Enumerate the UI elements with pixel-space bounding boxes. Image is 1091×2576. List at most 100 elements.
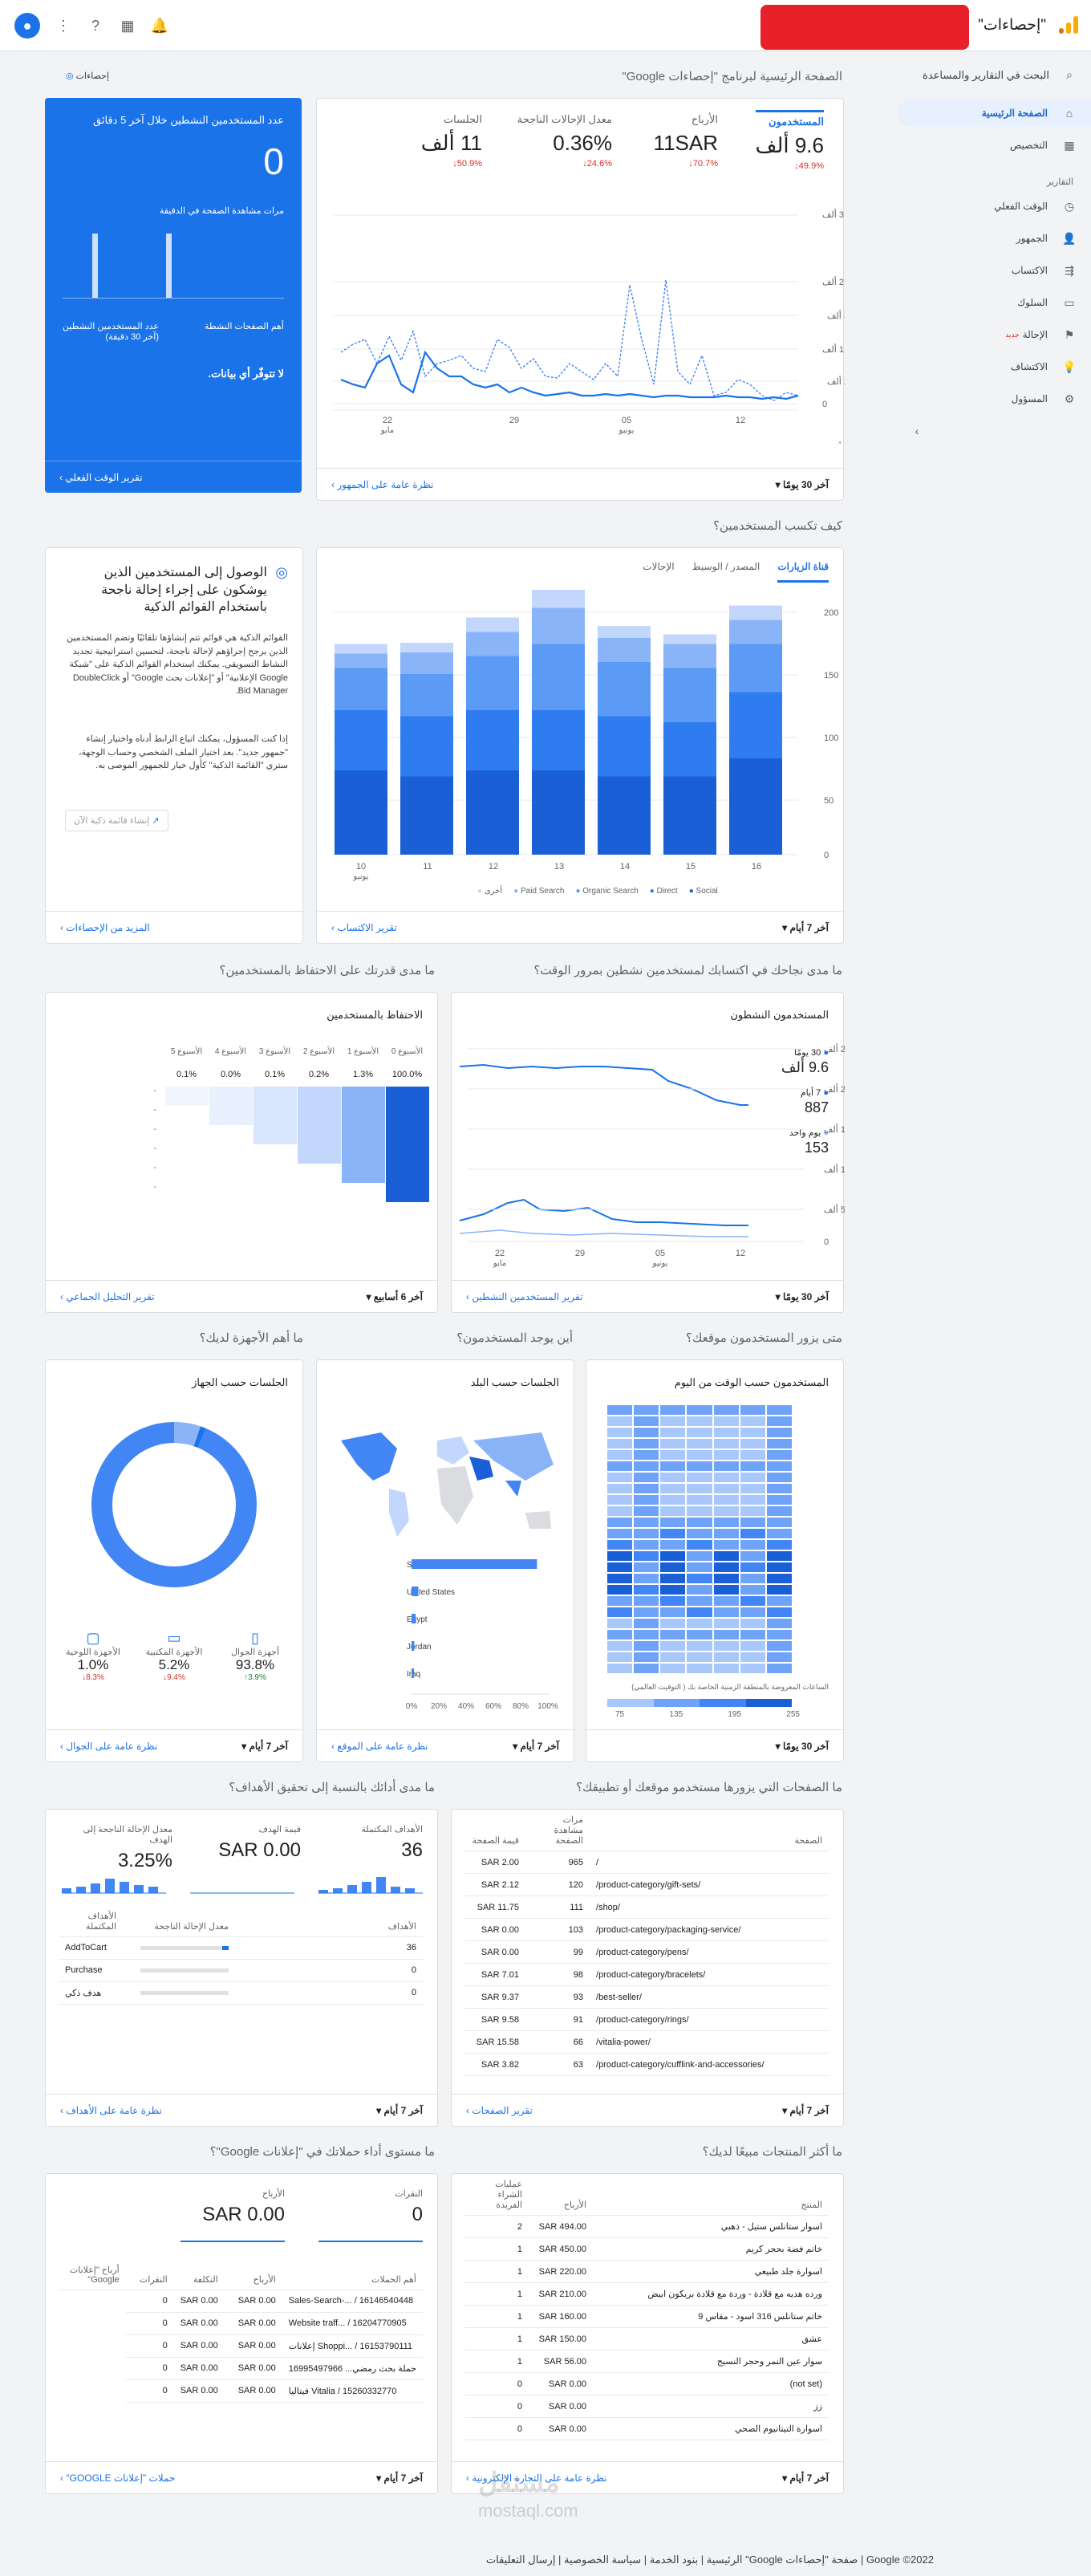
time-of-day-heatmap [607, 1405, 792, 1678]
date-range-selector[interactable]: آخر 30 يومًا ▾ [775, 1291, 829, 1302]
table-row[interactable]: 36 AddToCart [59, 1936, 423, 1960]
metric-revenue[interactable]: الأرباح 11SAR 70.7%↓ [654, 113, 718, 169]
date-range-selector[interactable]: آخر 6 أسابيع ▾ [366, 1291, 424, 1302]
y-tick: 100 [824, 733, 838, 743]
table-row[interactable]: 0 Purchase [59, 1959, 423, 1982]
ads-metric-revenue[interactable]: الأرباح SAR 0.00 [180, 2188, 285, 2242]
sidebar-item-custom[interactable]: ▦ التخصيص [897, 132, 1091, 159]
metric-users[interactable]: المستخدمون 9.6 ألف 49.9%↓ [755, 110, 824, 171]
create-smartlist-button[interactable]: ↗ إنشاء قائمة ذكية الآن [65, 810, 168, 831]
metric-conversion-rate[interactable]: معدل الإحالات الناجحة 0.36% 24.6%↓ [517, 113, 612, 169]
table-row[interactable]: Vitalia / 15260332770 فيتاليا SAR 0.00 SAR… [59, 2379, 423, 2403]
realtime-report-link[interactable]: تقرير الوقت الفعلي › [59, 472, 143, 483]
date-range-selector[interactable]: آخر 30 يومًا ▾ [775, 1741, 829, 1752]
table-row[interactable]: /product-category/cufflink-and-accessori… [464, 2053, 829, 2076]
goal-metric-value[interactable]: قيمة الهدف SAR 0.00 [205, 1824, 301, 1862]
table-row[interactable]: ورده هديه مع قلادة - وردة مع قلادة بريكو… [464, 2282, 829, 2306]
sidebar-item-discover[interactable]: 💡 الاكتشاف [897, 353, 1091, 380]
heatmap-cell [660, 1506, 686, 1516]
table-row[interactable]: اسوارة التيتانيوم الصحي SAR 0.00 0 [464, 2417, 829, 2440]
table-row[interactable]: /product-category/rings/91 SAR 9.58 [464, 2008, 829, 2031]
table-row[interactable]: /product-category/packaging-service/103 S… [464, 1918, 829, 1941]
table-row[interactable]: اسوارة جلد طبيعي SAR 220.00 1 [464, 2260, 829, 2283]
collapse-chevron-icon[interactable]: › [915, 425, 919, 437]
sidebar-item-conversions[interactable]: ⚑ الإحالة جديد [897, 321, 1091, 348]
sidebar-item-audience[interactable]: 👤 الجمهور [897, 225, 1091, 252]
sidebar-search[interactable]: البحث في التقارير والمساعدة [923, 69, 1049, 81]
more-vert-icon[interactable]: ⋮ [56, 17, 71, 34]
date-range-selector[interactable]: آخر 7 أيام ▾ [513, 1741, 559, 1752]
sidebar-item-realtime[interactable]: ◷ الوقت الفعلي [897, 193, 1091, 220]
ads-metric-clicks[interactable]: النقرات 0 [318, 2188, 423, 2242]
card-title: الجلسات حسب الجهاز [192, 1376, 288, 1388]
table-row[interactable]: سوار عين النمر وحجر النسيج SAR 56.00 1 [464, 2350, 829, 2373]
table-cell: خاتم فضة بحجر كريم [593, 2237, 829, 2261]
acquisition-report-link[interactable]: تقرير الاكتساب › [331, 922, 397, 933]
date-range-selector[interactable]: آخر 7 أيام ▾ [241, 1741, 288, 1752]
date-range-selector[interactable]: آخر 7 أيام ▾ [782, 2105, 829, 2116]
date-range-selector[interactable]: آخر 7 أيام ▾ [376, 2472, 423, 2484]
ecommerce-overview-link[interactable]: نظرة عامة على التجارة الإلكترونية › [466, 2472, 607, 2484]
table-cell: /product-category/packaging-service/ [590, 1918, 829, 1941]
analytics-logo-icon[interactable] [1056, 13, 1080, 37]
table-row[interactable]: خاتم فضة بحجر كريم SAR 450.00 1 [464, 2237, 829, 2261]
table-row[interactable]: اسوار ستانلس ستيل - ذهبي SAR 494.00 2 [464, 2215, 829, 2238]
goal-metric-rate[interactable]: معدل الإحالة الناجحة إلى الهدف 3.25% [76, 1824, 172, 1872]
sidebar-item-behavior[interactable]: ▭ السلوك [897, 289, 1091, 316]
pages-report-link[interactable]: تقرير الصفحات › [466, 2105, 533, 2116]
table-cell: 99 [525, 1940, 590, 1964]
table-row[interactable]: /best-seller/93 SAR 9.37 [464, 1985, 829, 2009]
mobile-overview-link[interactable]: نظرة عامة على الجوال › [60, 1741, 158, 1752]
table-row[interactable]: 0 هدف ذكي [59, 1981, 423, 2005]
metric-sessions[interactable]: الجلسات 11 ألف 50.9%↓ [421, 113, 482, 169]
location-overview-link[interactable]: نظرة عامة على الموقع › [331, 1741, 428, 1752]
table-row[interactable]: حملة بحث رمضي... 16995497966 SAR 0.00 SAR … [59, 2357, 423, 2380]
insights-button[interactable]: إحصاءات ◎ [66, 71, 109, 81]
card-footer: المزيد من الإحصاءات › [46, 911, 302, 943]
help-icon[interactable]: ? [91, 17, 99, 34]
sparkline-bar [391, 1887, 400, 1893]
table-row[interactable]: /product-category/gift-sets/120 SAR 2.12 [464, 1873, 829, 1896]
table-cell: هدف ذكي [59, 1981, 123, 2005]
page-footer[interactable]: 2022© Google | صفحة "إحصاءات Google" الر… [485, 2554, 934, 2566]
table-row[interactable]: /965 SAR 2.00 [464, 1851, 829, 1874]
google-ads-campaigns-link[interactable]: حملات "إعلانات GOOGLE" › [60, 2472, 176, 2484]
retention-cell [209, 1106, 253, 1125]
notifications-icon[interactable]: 🔔 [150, 17, 169, 34]
search-icon[interactable]: ⌕ [1066, 67, 1073, 81]
x-tick: 10 [356, 862, 366, 872]
date-range-selector[interactable]: آخر 7 أيام ▾ [376, 2105, 423, 2116]
more-insights-link[interactable]: المزيد من الإحصاءات › [60, 922, 150, 933]
table-row[interactable]: Website traff... / 16204770905 SAR 0.00 SA… [59, 2312, 423, 2335]
table-row[interactable]: زز SAR 0.00 0 [464, 2395, 829, 2418]
home-icon: ⌂ [1065, 107, 1073, 120]
goals-overview-link[interactable]: نظرة عامة على الأهداف › [60, 2105, 162, 2116]
table-row[interactable]: /shop/111 SAR 11.75 [464, 1895, 829, 1919]
apps-icon[interactable]: ▦ [120, 17, 135, 34]
tab-referrals[interactable]: الإحالات [643, 561, 675, 572]
tab-source-medium[interactable]: المصدر / الوسيط [692, 561, 760, 572]
table-row[interactable]: Shoppi... / 16153790111 إعلانات SAR 0.00 S… [59, 2334, 423, 2358]
date-range-selector[interactable]: آخر 7 أيام ▾ [782, 2472, 829, 2484]
active-users-report-link[interactable]: تقرير المستخدمين النشطين › [466, 1291, 583, 1302]
table-row[interactable]: /vitalia-power/66 SAR 15.58 [464, 2030, 829, 2054]
sidebar-item-admin[interactable]: ⚙ المسؤول [897, 385, 1091, 412]
date-range-selector[interactable]: آخر 30 يومًا ▾ [775, 479, 829, 490]
table-row[interactable]: عشق SAR 150.00 1 [464, 2327, 829, 2350]
table-cell: عشق [593, 2327, 829, 2350]
table-row[interactable]: Sales-Search-... / 16146540448 SAR 0.00 SA… [59, 2290, 423, 2313]
table-cell: /shop/ [590, 1895, 829, 1919]
goal-metric-completions[interactable]: الأهداف المكتملة 36 [326, 1824, 423, 1862]
table-row[interactable]: /product-category/pens/99 SAR 0.00 [464, 1940, 829, 1964]
audience-overview-link[interactable]: نظرة عامة على الجمهور › [331, 479, 434, 490]
tab-channel[interactable]: قناة الزيارات [777, 561, 829, 583]
table-row[interactable]: خاتم ستانلس 316 اسود - مقاس 9 SAR 160.00 1 [464, 2305, 829, 2328]
property-selector[interactable]: "إحصاءات" [978, 17, 1046, 34]
table-row[interactable]: (not set) SAR 0.00 0 [464, 2372, 829, 2395]
cohort-report-link[interactable]: تقرير التحليل الجماعي › [60, 1291, 155, 1302]
sidebar-item-home[interactable]: ⌂ الصفحة الرئيسية [897, 100, 1091, 127]
date-range-selector[interactable]: آخر 7 أيام ▾ [782, 922, 829, 933]
table-row[interactable]: /product-category/bracelets/98 SAR 7.01 [464, 1963, 829, 1986]
avatar-icon[interactable]: ● [14, 13, 40, 39]
sidebar-item-acquisition[interactable]: ⇶ الاكتساب [897, 257, 1091, 284]
